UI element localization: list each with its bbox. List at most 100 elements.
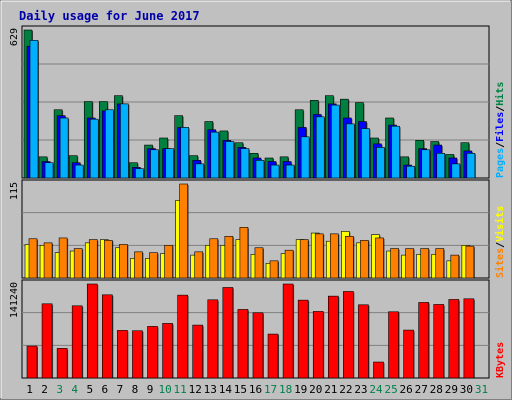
bar-pages-day-12 (195, 163, 205, 179)
bar-pages-day-20 (315, 116, 325, 179)
day-label-27: 27 (415, 383, 428, 396)
bar-sites-day-29 (450, 254, 460, 279)
bar-kbytes-day-7 (117, 330, 128, 379)
bar-sites-day-15 (239, 227, 249, 279)
bar-pages-day-18 (285, 164, 295, 179)
bar-pages-day-19 (300, 136, 310, 179)
max-label-visits: 115 (9, 182, 20, 200)
max-labels: 629 115 141240 (9, 28, 20, 318)
chart-title: Daily usage for June 2017 (19, 9, 200, 23)
bar-pages-day-1 (29, 40, 39, 179)
bar-pages-day-21 (330, 104, 340, 179)
bar-sites-day-2 (43, 242, 53, 279)
bar-pages-day-16 (255, 160, 265, 179)
bar-kbytes-day-16 (252, 312, 264, 379)
bar-sites-day-13 (209, 238, 219, 279)
bar-kbytes-day-21 (327, 295, 339, 379)
bar-kbytes-day-10 (162, 323, 173, 379)
bar-sites-day-14 (224, 236, 234, 279)
legend-visits: Sites/Visits (494, 206, 506, 278)
bar-sites-day-6 (104, 240, 113, 279)
bar-kbytes-day-8 (132, 330, 143, 379)
bar-kbytes-day-27 (418, 302, 429, 379)
bar-sites-day-30 (465, 245, 475, 279)
bar-sites-day-21 (329, 233, 339, 279)
max-label-hits: 629 (9, 28, 20, 46)
bar-kbytes-day-9 (147, 326, 158, 379)
bar-pages-day-7 (120, 103, 129, 179)
bar-pages-day-27 (421, 149, 430, 179)
bar-kbytes-day-14 (222, 287, 234, 379)
bar-sites-day-17 (269, 260, 279, 279)
bar-pages-day-23 (361, 128, 370, 179)
bar-kbytes-day-28 (433, 304, 445, 379)
bar-kbytes-day-13 (207, 299, 219, 379)
bar-pages-day-3 (59, 117, 69, 179)
bar-kbytes-day-23 (358, 304, 369, 379)
bar-sites-day-3 (58, 237, 68, 279)
bar-sites-day-10 (164, 245, 173, 279)
bar-pages-day-13 (210, 131, 220, 179)
bar-sites-day-9 (149, 252, 158, 279)
bar-sites-day-7 (119, 244, 128, 279)
day-label-9: 9 (147, 383, 154, 396)
day-label-12: 12 (189, 383, 202, 396)
bar-kbytes-day-29 (448, 299, 460, 379)
day-label-31: 31 (475, 383, 488, 396)
bar-pages-day-10 (165, 148, 174, 179)
bar-kbytes-day-3 (56, 348, 68, 379)
legend-separator: / (495, 242, 506, 248)
day-label-21: 21 (324, 383, 337, 396)
bar-pages-day-9 (150, 149, 159, 179)
bar-kbytes-day-20 (312, 311, 324, 379)
legend-entry-hits: Hits (494, 82, 506, 106)
day-label-14: 14 (219, 383, 233, 396)
day-label-11: 11 (174, 383, 187, 396)
bar-kbytes-day-19 (297, 299, 309, 379)
bar-sites-day-28 (435, 248, 445, 279)
bar-pages-day-15 (240, 148, 250, 179)
bar-kbytes-day-30 (463, 298, 475, 379)
bar-kbytes-day-25 (388, 311, 399, 379)
bar-sites-day-23 (360, 240, 369, 279)
bar-pages-day-22 (346, 123, 355, 179)
legend-separator: / (495, 106, 506, 112)
day-label-29: 29 (445, 383, 458, 396)
day-label-5: 5 (86, 383, 93, 396)
legend-separator: / (495, 142, 506, 148)
bar-sites-day-19 (299, 239, 309, 279)
bar-pages-day-14 (225, 141, 235, 179)
legend-entry-sites: Sites (494, 248, 506, 278)
legend-entry-files: Files (494, 112, 506, 142)
bar-kbytes-day-6 (102, 294, 113, 379)
bar-sites-day-22 (345, 236, 354, 279)
bar-kbytes-day-12 (192, 324, 204, 379)
bar-sites-day-20 (314, 233, 324, 279)
bar-sites-day-18 (284, 249, 294, 279)
day-label-16: 16 (249, 383, 262, 396)
max-label-kbytes: 141240 (9, 282, 20, 318)
legend-entry-kbytes: KBytes (495, 342, 506, 378)
day-labels: 1 2 3 4 5 6 7 8 9 10 11 12 13 14 15 16 17 18 19 20 21 22 23 24 2… (26, 383, 488, 396)
bar-sites-day-16 (254, 247, 264, 279)
bar-pages-day-26 (406, 165, 415, 179)
bar-pages-day-25 (391, 125, 400, 179)
day-label-13: 13 (204, 383, 217, 396)
bar-kbytes-day-26 (403, 329, 414, 379)
bar-sites-day-8 (134, 251, 143, 279)
day-label-22: 22 (339, 383, 352, 396)
day-label-10: 10 (158, 383, 171, 396)
day-label-24: 24 (369, 383, 383, 396)
day-label-19: 19 (294, 383, 307, 396)
day-label-1: 1 (26, 383, 33, 396)
bar-sites-day-26 (405, 248, 414, 279)
bar-sites-day-5 (88, 239, 98, 279)
bar-sites-day-12 (194, 251, 204, 279)
legend-kbytes: KBytes (495, 342, 506, 378)
bar-kbytes-day-5 (86, 283, 98, 379)
bar-sites-day-24 (375, 237, 384, 279)
bar-sites-day-11 (179, 183, 188, 279)
day-label-2: 2 (41, 383, 48, 396)
day-label-6: 6 (102, 383, 109, 396)
